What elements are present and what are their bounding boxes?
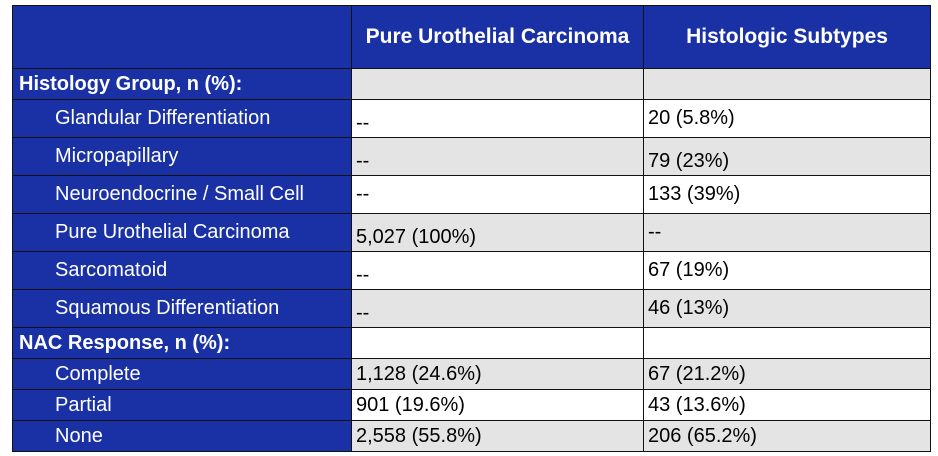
group-row-histology: Histology Group, n (%): — [12, 68, 931, 100]
header-corner — [12, 5, 352, 69]
row-label: Glandular Differentiation — [12, 99, 352, 138]
group-title-histology: Histology Group, n (%): — [12, 68, 352, 100]
group-title-nac: NAC Response, n (%): — [12, 327, 352, 359]
pure-value: -- — [351, 99, 644, 138]
subtypes-value: -- — [643, 213, 931, 252]
row-label: Pure Urothelial Carcinoma — [12, 213, 352, 252]
group-row-nac: NAC Response, n (%): — [12, 327, 931, 359]
table-row: Pure Urothelial Carcinoma 5,027 (100%) -… — [12, 213, 931, 252]
table-row: Squamous Differentiation -- 46 (13%) — [12, 289, 931, 328]
table-row: Complete 1,128 (24.6%) 67 (21.2%) — [12, 358, 931, 390]
table-row: None 2,558 (55.8%) 206 (65.2%) — [12, 420, 931, 452]
pure-value: 901 (19.6%) — [351, 389, 644, 421]
subtypes-value: 43 (13.6%) — [643, 389, 931, 421]
empty-cell — [351, 68, 644, 100]
subtypes-value: 67 (19%) — [643, 251, 931, 290]
subtypes-value: 46 (13%) — [643, 289, 931, 328]
empty-cell — [643, 68, 931, 100]
table-row: Sarcomatoid -- 67 (19%) — [12, 251, 931, 290]
subtypes-value: 20 (5.8%) — [643, 99, 931, 138]
pure-value: 1,128 (24.6%) — [351, 358, 644, 390]
row-label: Partial — [12, 389, 352, 421]
pure-value: -- — [351, 289, 644, 328]
pure-value: -- — [351, 251, 644, 290]
row-label: Sarcomatoid — [12, 251, 352, 290]
row-label: Neuroendocrine / Small Cell — [12, 175, 352, 214]
table-row: Micropapillary -- 79 (23%) — [12, 137, 931, 176]
pure-value: -- — [351, 175, 644, 214]
subtypes-value: 79 (23%) — [643, 137, 931, 176]
subtypes-value: 67 (21.2%) — [643, 358, 931, 390]
empty-cell — [643, 327, 931, 359]
row-label: Squamous Differentiation — [12, 289, 352, 328]
pure-value: -- — [351, 137, 644, 176]
header-row: Pure Urothelial Carcinoma Histologic Sub… — [12, 5, 931, 69]
subtypes-value: 133 (39%) — [643, 175, 931, 214]
header-histologic-subtypes: Histologic Subtypes — [643, 5, 931, 69]
subtypes-value: 206 (65.2%) — [643, 420, 931, 452]
empty-cell — [351, 327, 644, 359]
row-label: None — [12, 420, 352, 452]
row-label: Complete — [12, 358, 352, 390]
pure-value: 2,558 (55.8%) — [351, 420, 644, 452]
table-row: Neuroendocrine / Small Cell -- 133 (39%) — [12, 175, 931, 214]
row-label: Micropapillary — [12, 137, 352, 176]
table-row: Partial 901 (19.6%) 43 (13.6%) — [12, 389, 931, 421]
pure-value: 5,027 (100%) — [351, 213, 644, 252]
header-pure-urothelial: Pure Urothelial Carcinoma — [351, 5, 644, 69]
table-row: Glandular Differentiation -- 20 (5.8%) — [12, 99, 931, 138]
results-table: Pure Urothelial Carcinoma Histologic Sub… — [12, 5, 931, 452]
